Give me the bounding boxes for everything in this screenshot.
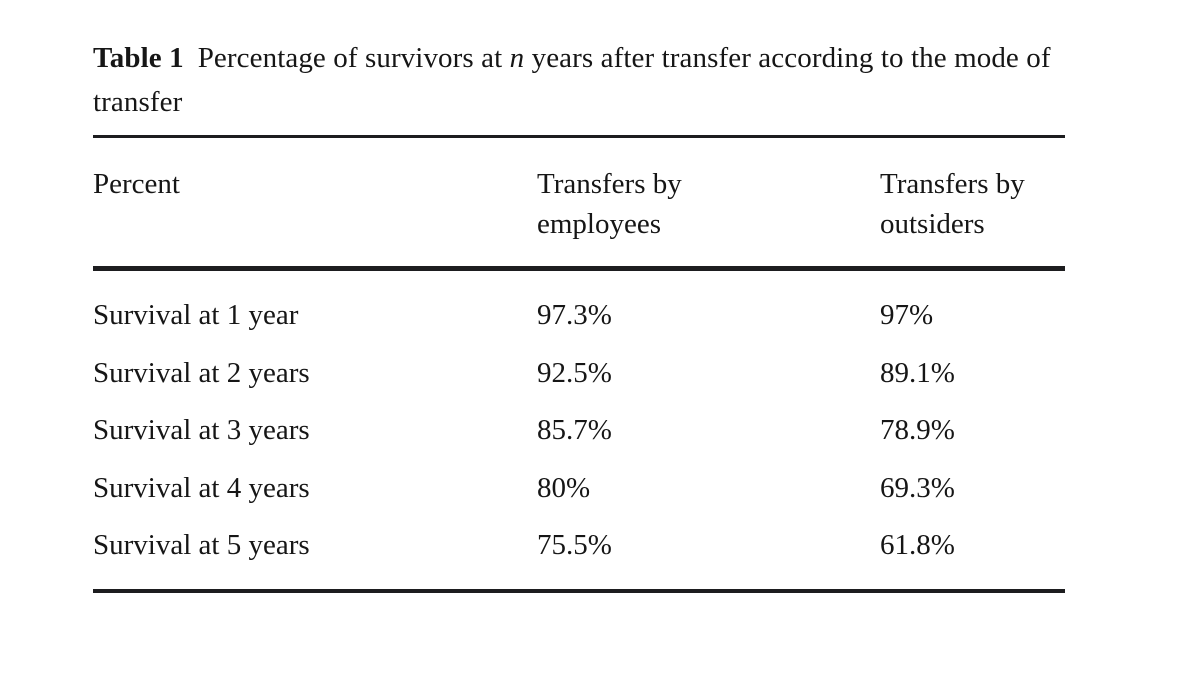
table-body: Survival at 1 year 97.3% 97% Survival at… <box>93 271 1065 589</box>
table-row: Survival at 5 years 75.5% 61.8% <box>93 517 1065 575</box>
table-caption: Table 1 Percentage of survivors at n year… <box>93 36 1065 124</box>
table-caption-italic-n: n <box>509 42 525 74</box>
table-row: Survival at 4 years 80% 69.3% <box>93 460 1065 518</box>
column-header-percent: Percent <box>93 168 180 200</box>
employees-value: 75.5% <box>537 529 612 562</box>
table-bottom-rule <box>93 588 1065 593</box>
outsiders-value: 97% <box>880 299 934 332</box>
outsiders-value: 69.3% <box>880 471 955 504</box>
outsiders-value: 89.1% <box>880 356 955 389</box>
employees-value: 85.7% <box>537 414 612 447</box>
column-header-transfers-by-outsiders: Transfers by outsiders <box>880 168 1025 240</box>
table-block: Table 1 Percentage of survivors at n year… <box>93 0 1065 593</box>
table-row: Survival at 1 year 97.3% 97% <box>93 287 1065 345</box>
table-top-rule <box>93 135 1065 138</box>
row-label: Survival at 5 years <box>93 529 310 562</box>
employees-value: 97.3% <box>537 299 612 332</box>
employees-value: 92.5% <box>537 356 612 389</box>
row-label: Survival at 1 year <box>93 299 299 332</box>
table-caption-text-before: Percentage of survivors at <box>197 42 510 74</box>
table-caption-label: Table 1 <box>93 42 184 74</box>
row-label: Survival at 3 years <box>93 414 310 447</box>
table-header-row: Percent Transfers by employees Transfers… <box>93 138 1065 266</box>
table-caption-text-after: years after transfer according to the mo… <box>93 42 1051 118</box>
row-label: Survival at 2 years <box>93 356 310 389</box>
outsiders-value: 61.8% <box>880 529 955 562</box>
row-label: Survival at 4 years <box>93 471 310 504</box>
table-row: Survival at 3 years 85.7% 78.9% <box>93 402 1065 460</box>
employees-value: 80% <box>537 471 591 504</box>
table-row: Survival at 2 years 92.5% 89.1% <box>93 345 1065 403</box>
table-header-rule <box>93 266 1065 271</box>
outsiders-value: 78.9% <box>880 414 955 447</box>
column-header-transfers-by-employees: Transfers by employees <box>537 168 682 240</box>
